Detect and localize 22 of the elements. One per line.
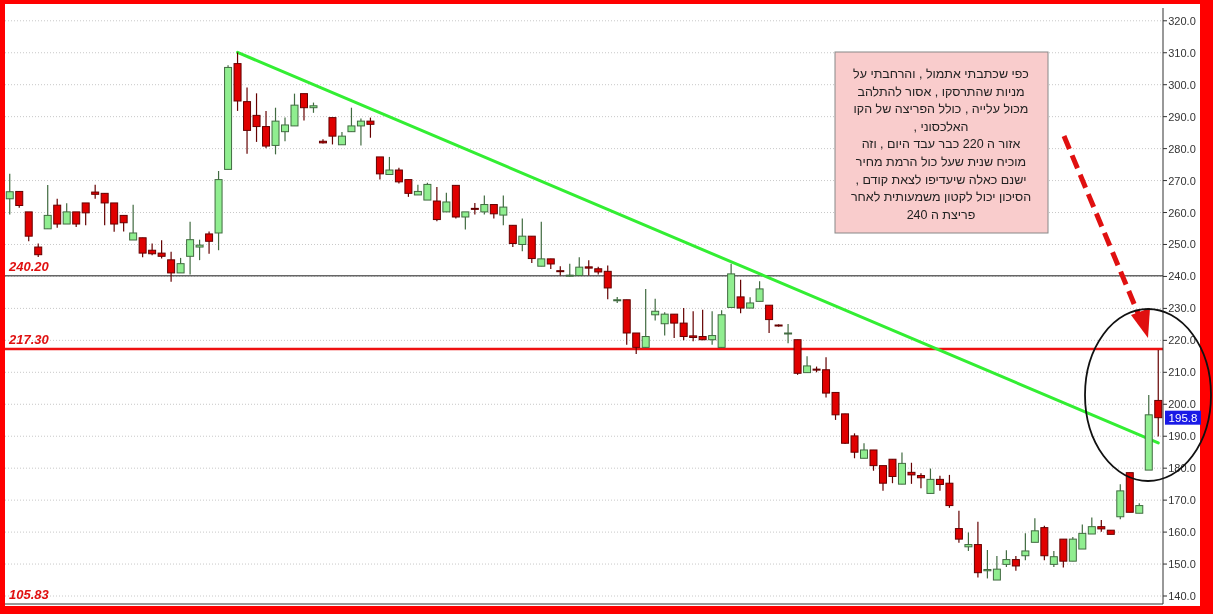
y-tick-label: 200.0 bbox=[1168, 398, 1196, 411]
y-tick-label: 300.0 bbox=[1168, 78, 1196, 91]
y-tick-label: 140.0 bbox=[1168, 590, 1196, 603]
annotation: 105.83 bbox=[9, 587, 50, 602]
y-tick-label: 270.0 bbox=[1168, 174, 1196, 187]
y-tick-label: 170.0 bbox=[1168, 494, 1196, 507]
y-tick-label: 230.0 bbox=[1168, 302, 1196, 315]
y-tick-label: 150.0 bbox=[1168, 558, 1196, 571]
y-tick-label: 280.0 bbox=[1168, 142, 1196, 155]
y-tick-label: 250.0 bbox=[1168, 238, 1196, 251]
y-tick-label: 190.0 bbox=[1168, 430, 1196, 443]
ref-line-label: 240.20 bbox=[8, 258, 50, 274]
y-tick-label: 160.0 bbox=[1168, 526, 1196, 539]
y-tick-label: 320.0 bbox=[1168, 14, 1196, 27]
y-tick-label: 310.0 bbox=[1168, 46, 1196, 59]
ref-line-label: 217.30 bbox=[8, 331, 50, 347]
y-tick-label: 240.0 bbox=[1168, 270, 1196, 283]
y-tick-label: 220.0 bbox=[1168, 334, 1196, 347]
note-box: כפי שכתבתי אתמול , והרחבתי על מניות שהתרסקו , אסור להתלהב מכול עלייה , כולל הפריצה של הקו האלכסוני , אזור ה 220 כבר עבד היום , וזה מוכיח שנית שעל כול הרמת מחיר ישנם כאלה שיעדיפו לצאת קודם , הסיכון יכול לקטון משמעותית לאחר פריצת ה 240 bbox=[834, 51, 1049, 234]
y-tick-label: 290.0 bbox=[1168, 110, 1196, 123]
y-tick-label: 210.0 bbox=[1168, 366, 1196, 379]
y-tick-label: 260.0 bbox=[1168, 206, 1196, 219]
